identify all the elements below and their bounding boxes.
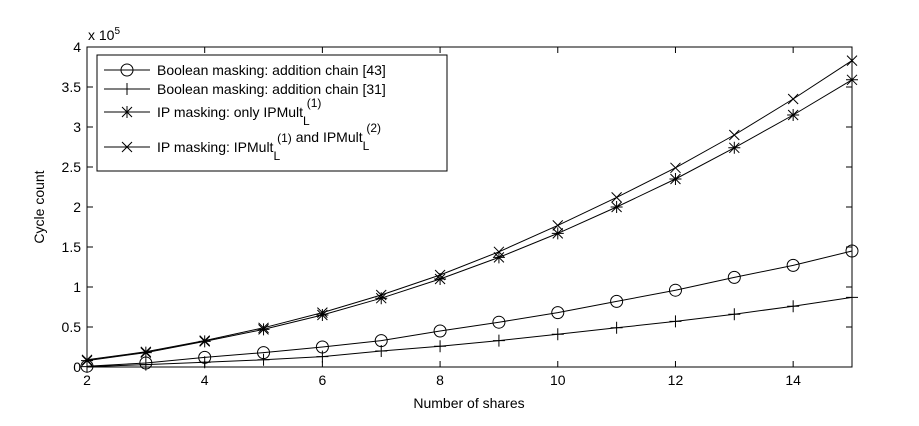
plot-marks [80, 55, 859, 373]
plus-marker [728, 308, 741, 321]
y-axis-label: Cycle count [31, 170, 47, 243]
x-marker [728, 129, 740, 141]
y-tick-label: 0 [73, 359, 81, 375]
legend-text: Boolean masking: addition chain [43] [157, 62, 386, 78]
circle-marker [786, 258, 800, 272]
circle-marker [668, 283, 682, 297]
star-marker [728, 141, 741, 154]
plus-marker [316, 350, 329, 363]
x-tick-label: 4 [201, 372, 209, 388]
circle-marker [492, 315, 506, 329]
star-marker [139, 346, 152, 359]
plus-marker [669, 315, 682, 328]
x-tick-label: 8 [436, 372, 444, 388]
legend-label: IP masking: IPMultL(1) and IPMultL(2) [157, 121, 381, 163]
star-marker [551, 227, 564, 240]
series-line [86, 60, 853, 361]
legend: Boolean masking: addition chain [43] Bool… [96, 54, 448, 172]
legend-text: and IPMult [292, 129, 363, 145]
star-marker [257, 323, 270, 336]
legend-subscript: L [363, 139, 370, 153]
legend-subscript: L [303, 114, 310, 128]
circle-marker [120, 63, 134, 77]
x-marker [317, 307, 328, 318]
legend-text: IP masking: IPMult [157, 139, 274, 155]
series-line [86, 250, 853, 367]
x-tick-label: 14 [785, 372, 801, 388]
star-marker [121, 106, 133, 118]
x-tick-label: 12 [668, 372, 684, 388]
plus-marker [434, 340, 447, 353]
legend-superscript: (2) [366, 121, 381, 135]
y-tick-label: 1.5 [62, 239, 82, 255]
x-tick-label: 2 [83, 372, 91, 388]
plus-marker [787, 300, 800, 313]
plus-marker [492, 334, 505, 347]
y-multiplier-base: x 10 [88, 27, 115, 43]
y-tick-label: 2 [73, 199, 81, 215]
x-marker [258, 322, 269, 334]
plus-marker [121, 83, 133, 95]
plus-marker [257, 353, 270, 366]
circle-marker [433, 324, 447, 338]
x-marker [199, 335, 211, 346]
x-marker [121, 141, 133, 153]
x-tick-label: 6 [318, 372, 326, 388]
series-2 [81, 291, 858, 373]
x-marker [670, 162, 681, 174]
x-marker [611, 192, 622, 203]
circle-marker [610, 294, 624, 308]
x-marker [552, 220, 564, 231]
x-tick-label: 10 [550, 372, 566, 388]
legend-text: Boolean masking: addition chain [31] [157, 81, 386, 97]
star-marker [198, 335, 211, 348]
y-tick-label: 2.5 [62, 159, 82, 175]
series-4 [81, 55, 858, 366]
plus-marker [375, 345, 388, 357]
y-tick-label: 3 [73, 119, 81, 135]
plus-marker [610, 321, 623, 334]
series-line [86, 296, 853, 368]
legend-label: Boolean masking: addition chain [43] [157, 62, 386, 78]
legend-superscript: (1) [277, 131, 292, 145]
star-marker [669, 173, 682, 185]
y-tick-label: 1 [73, 279, 81, 295]
series-1 [80, 244, 859, 373]
x-marker [140, 346, 152, 358]
y-tick-label: 4 [73, 39, 81, 55]
x-axis-label: Number of shares [413, 395, 524, 411]
plus-marker [139, 358, 152, 371]
x-marker [434, 269, 446, 281]
y-multiplier-exponent: 5 [114, 26, 120, 37]
star-marker [787, 109, 800, 121]
legend-subscript: L [273, 149, 280, 163]
y-tick-label: 3.5 [62, 79, 82, 95]
legend-superscript: (1) [307, 96, 322, 110]
y-tick-label: 0.5 [62, 319, 82, 335]
legend-text: IP masking: only IPMult [157, 104, 303, 120]
x-marker [787, 93, 799, 105]
star-marker [316, 309, 329, 321]
legend-label: IP masking: only IPMultL (1) [157, 96, 321, 128]
star-marker [492, 251, 505, 264]
x-marker [493, 246, 505, 258]
y-multiplier: x 105 [88, 26, 120, 43]
legend-label: Boolean masking: addition chain [31] [157, 81, 386, 97]
star-marker [375, 292, 388, 305]
axis-ticks: 2 4 6 8 10 12 14 0 0.5 1 1.5 2 2.5 3 3.5 4 [62, 39, 852, 388]
circle-marker [727, 270, 741, 284]
star-marker [610, 201, 623, 213]
star-marker [434, 273, 447, 285]
plus-marker [551, 328, 564, 341]
circle-marker [551, 306, 565, 320]
x-marker [375, 289, 387, 301]
series-line [86, 79, 853, 362]
legend-box [96, 54, 448, 172]
